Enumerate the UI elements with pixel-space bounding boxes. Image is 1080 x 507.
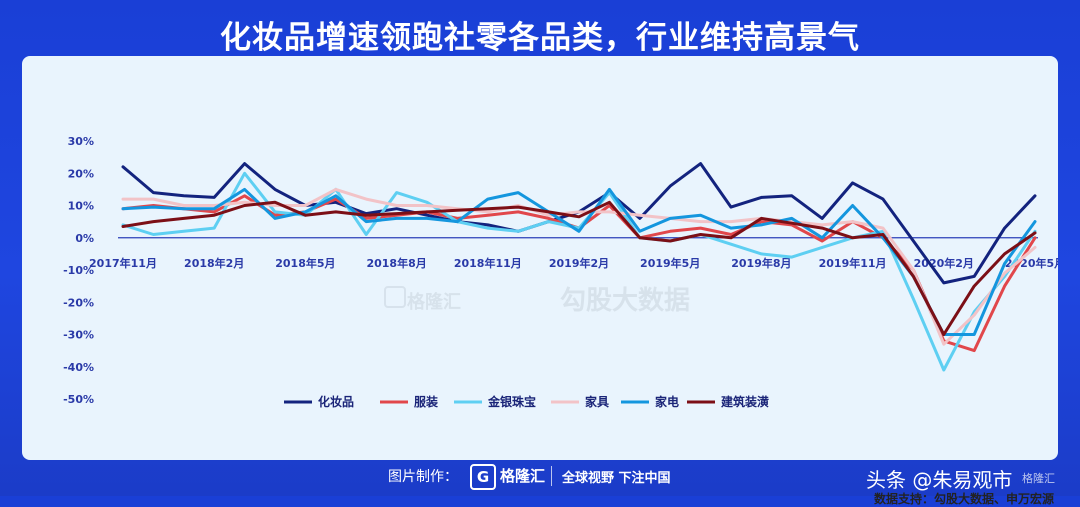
- series-line: [121, 200, 1037, 336]
- series-line: [121, 171, 1037, 372]
- footer-divider: [551, 466, 552, 486]
- footer-corner-watermark: 格隆汇: [1022, 472, 1055, 485]
- y-tick-label: -40%: [63, 361, 94, 374]
- footer-slogan: 全球视野 下注中国: [562, 471, 671, 486]
- x-tick-label: 2020年2月: [914, 256, 974, 270]
- x-tick-label: 2019年8月: [731, 256, 791, 270]
- x-tick-label: 2019年11月: [819, 256, 887, 270]
- watermark-logo-text: 格隆汇: [407, 292, 461, 313]
- series-line: [121, 187, 1037, 346]
- legend-label: 服装: [414, 394, 438, 409]
- x-tick-label: 2017年11月: [89, 256, 157, 270]
- y-tick-label: -10%: [63, 264, 94, 277]
- y-tick-label: 30%: [68, 135, 94, 148]
- x-tick-label: 2018年8月: [366, 256, 426, 270]
- line-chart: 30% 20% 10% 0% -10% -20% -30% -40% -50% 2017年11月 2…: [63, 135, 1058, 409]
- x-tick-label: 2019年5月: [640, 256, 700, 270]
- footer-author-tag[interactable]: 头条 @朱易观市: [866, 468, 1013, 492]
- legend-label: 金银珠宝: [487, 394, 536, 409]
- y-tick-label: -30%: [63, 329, 94, 342]
- footer-logo-text: 格隆汇: [500, 467, 546, 485]
- y-tick-label: -50%: [63, 393, 94, 406]
- legend-label: 化妆品: [318, 394, 354, 409]
- y-tick-label: -20%: [63, 296, 94, 309]
- y-tick-label: 10%: [68, 200, 94, 213]
- legend-label: 家具: [585, 394, 609, 409]
- x-tick-label: 2018年2月: [184, 256, 244, 270]
- footer-bar: 图片制作： G 格隆汇 全球视野 下注中国 头条 @朱易观市 格隆汇: [0, 462, 1080, 496]
- x-tick-label: 2019年2月: [549, 256, 609, 270]
- footer-logo-icon: G: [470, 464, 496, 490]
- y-tick-label: 0%: [75, 232, 94, 245]
- chart-card: 格隆汇 勾股大数据 30% 20% 10% 0% -10% -20% -30% -40% -50…: [22, 56, 1058, 506]
- legend-label: 建筑装潢: [720, 394, 769, 409]
- watermark-logo-icon: [384, 286, 406, 308]
- y-tick-label: 20%: [68, 167, 94, 180]
- x-tick-label: 2018年5月: [275, 256, 335, 270]
- legend-label: 家电: [655, 394, 679, 409]
- chart-title: 化妆品增速领跑社零各品类，行业维持高景气: [220, 20, 860, 56]
- series-line: [121, 187, 1037, 336]
- watermark-text: 勾股大数据: [560, 286, 691, 316]
- footer-made-by: 图片制作：: [388, 469, 458, 485]
- x-tick-label: 2018年11月: [454, 256, 522, 270]
